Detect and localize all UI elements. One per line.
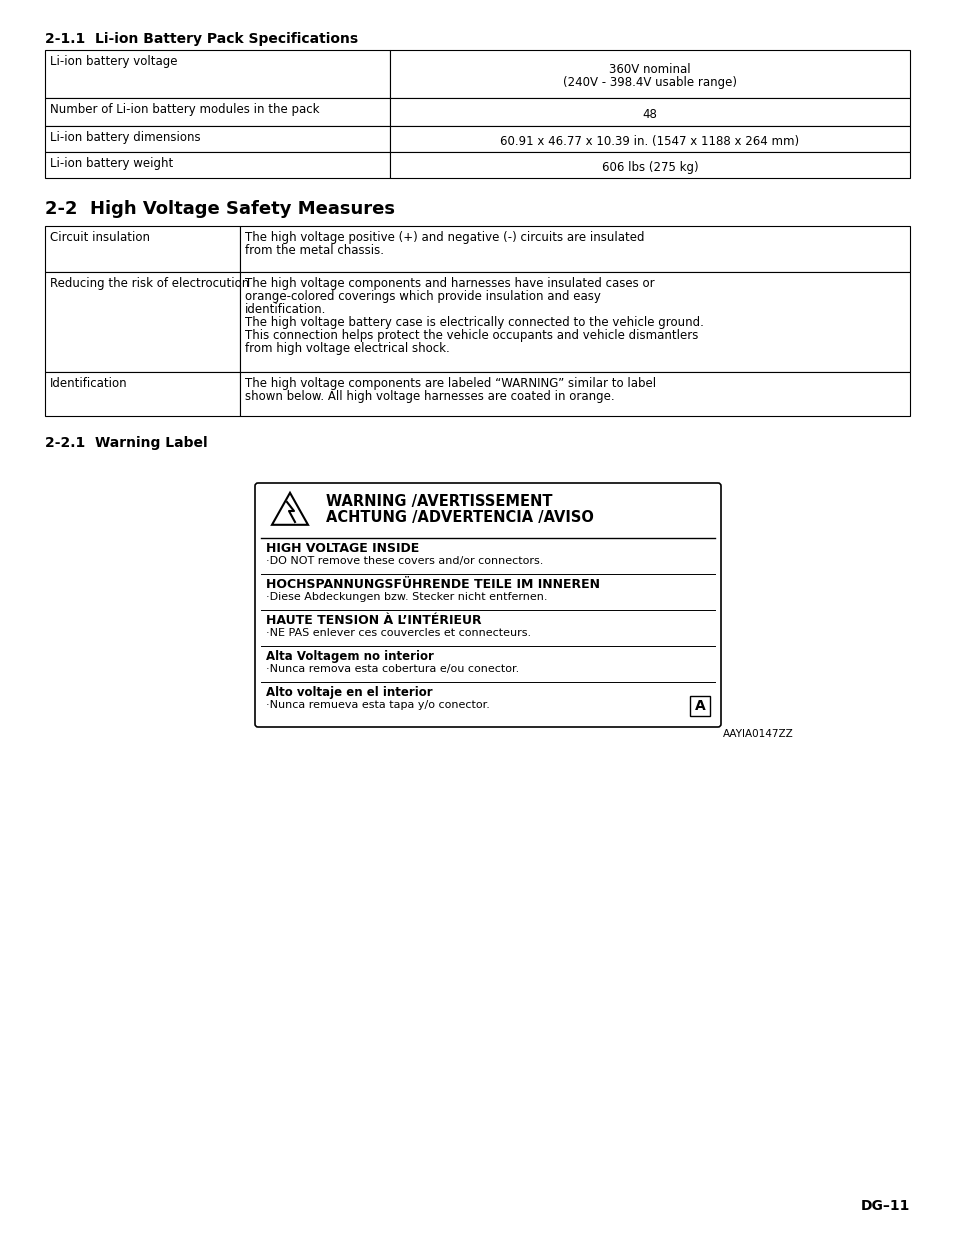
Text: Identification: Identification bbox=[50, 377, 128, 390]
Bar bbox=[390, 152, 909, 178]
Text: Li-ion battery voltage: Li-ion battery voltage bbox=[50, 56, 177, 68]
Text: ·Diese Abdeckungen bzw. Stecker nicht entfernen.: ·Diese Abdeckungen bzw. Stecker nicht en… bbox=[266, 592, 547, 601]
Text: The high voltage battery case is electrically connected to the vehicle ground.: The high voltage battery case is electri… bbox=[245, 316, 703, 329]
Text: HIGH VOLTAGE INSIDE: HIGH VOLTAGE INSIDE bbox=[266, 542, 418, 555]
Text: A: A bbox=[694, 699, 704, 713]
Text: Number of Li-ion battery modules in the pack: Number of Li-ion battery modules in the … bbox=[50, 103, 319, 116]
Bar bbox=[45, 272, 240, 372]
Text: ·Nunca remueva esta tapa y/o conector.: ·Nunca remueva esta tapa y/o conector. bbox=[266, 700, 489, 710]
Bar bbox=[689, 697, 709, 716]
Text: ·Nunca remova esta cobertura e/ou conector.: ·Nunca remova esta cobertura e/ou conect… bbox=[266, 664, 518, 674]
Text: Alta Voltagem no interior: Alta Voltagem no interior bbox=[266, 650, 434, 663]
Text: identification.: identification. bbox=[245, 303, 326, 316]
Text: 2-2.1  Warning Label: 2-2.1 Warning Label bbox=[45, 436, 208, 450]
Text: Alto voltaje en el interior: Alto voltaje en el interior bbox=[266, 685, 432, 699]
Text: The high voltage positive (+) and negative (-) circuits are insulated: The high voltage positive (+) and negati… bbox=[245, 231, 644, 245]
Bar bbox=[45, 49, 390, 98]
Text: WARNING /AVERTISSEMENT: WARNING /AVERTISSEMENT bbox=[326, 494, 552, 509]
Bar bbox=[240, 226, 909, 272]
Bar bbox=[390, 98, 909, 126]
Text: Circuit insulation: Circuit insulation bbox=[50, 231, 150, 245]
Text: orange-colored coverings which provide insulation and easy: orange-colored coverings which provide i… bbox=[245, 290, 600, 303]
Text: (240V - 398.4V usable range): (240V - 398.4V usable range) bbox=[562, 77, 737, 89]
Bar bbox=[45, 126, 390, 152]
FancyBboxPatch shape bbox=[254, 483, 720, 727]
Bar bbox=[390, 126, 909, 152]
Bar bbox=[240, 372, 909, 416]
Text: 48: 48 bbox=[642, 107, 657, 121]
Text: 2-1.1  Li-ion Battery Pack Specifications: 2-1.1 Li-ion Battery Pack Specifications bbox=[45, 32, 357, 46]
Bar bbox=[45, 152, 390, 178]
Text: The high voltage components are labeled “WARNING” similar to label: The high voltage components are labeled … bbox=[245, 377, 656, 390]
Text: ·NE PAS enlever ces couvercles et connecteurs.: ·NE PAS enlever ces couvercles et connec… bbox=[266, 629, 531, 638]
Bar bbox=[240, 272, 909, 372]
Text: 2-2  High Voltage Safety Measures: 2-2 High Voltage Safety Measures bbox=[45, 200, 395, 219]
Text: DG–11: DG–11 bbox=[860, 1199, 909, 1213]
Text: AAYIA0147ZZ: AAYIA0147ZZ bbox=[722, 729, 793, 739]
Text: This connection helps protect the vehicle occupants and vehicle dismantlers: This connection helps protect the vehicl… bbox=[245, 329, 698, 342]
Text: Reducing the risk of electrocution: Reducing the risk of electrocution bbox=[50, 277, 249, 290]
Text: HOCHSPANNUNGSFÜHRENDE TEILE IM INNEREN: HOCHSPANNUNGSFÜHRENDE TEILE IM INNEREN bbox=[266, 578, 599, 592]
Text: ACHTUNG /ADVERTENCIA /AVISO: ACHTUNG /ADVERTENCIA /AVISO bbox=[326, 510, 594, 525]
Text: 60.91 x 46.77 x 10.39 in. (1547 x 1188 x 264 mm): 60.91 x 46.77 x 10.39 in. (1547 x 1188 x… bbox=[500, 135, 799, 147]
Text: 606 lbs (275 kg): 606 lbs (275 kg) bbox=[601, 161, 698, 173]
Text: HAUTE TENSION À L’INTÉRIEUR: HAUTE TENSION À L’INTÉRIEUR bbox=[266, 614, 481, 627]
Text: shown below. All high voltage harnesses are coated in orange.: shown below. All high voltage harnesses … bbox=[245, 390, 614, 403]
Bar bbox=[45, 226, 240, 272]
Text: from high voltage electrical shock.: from high voltage electrical shock. bbox=[245, 342, 449, 354]
Bar bbox=[45, 372, 240, 416]
Bar bbox=[45, 98, 390, 126]
Text: Li-ion battery weight: Li-ion battery weight bbox=[50, 157, 173, 170]
Text: 360V nominal: 360V nominal bbox=[609, 63, 690, 77]
Text: ·DO NOT remove these covers and/or connectors.: ·DO NOT remove these covers and/or conne… bbox=[266, 556, 543, 566]
Text: from the metal chassis.: from the metal chassis. bbox=[245, 245, 384, 257]
Bar bbox=[390, 49, 909, 98]
Text: The high voltage components and harnesses have insulated cases or: The high voltage components and harnesse… bbox=[245, 277, 654, 290]
Text: Li-ion battery dimensions: Li-ion battery dimensions bbox=[50, 131, 200, 144]
